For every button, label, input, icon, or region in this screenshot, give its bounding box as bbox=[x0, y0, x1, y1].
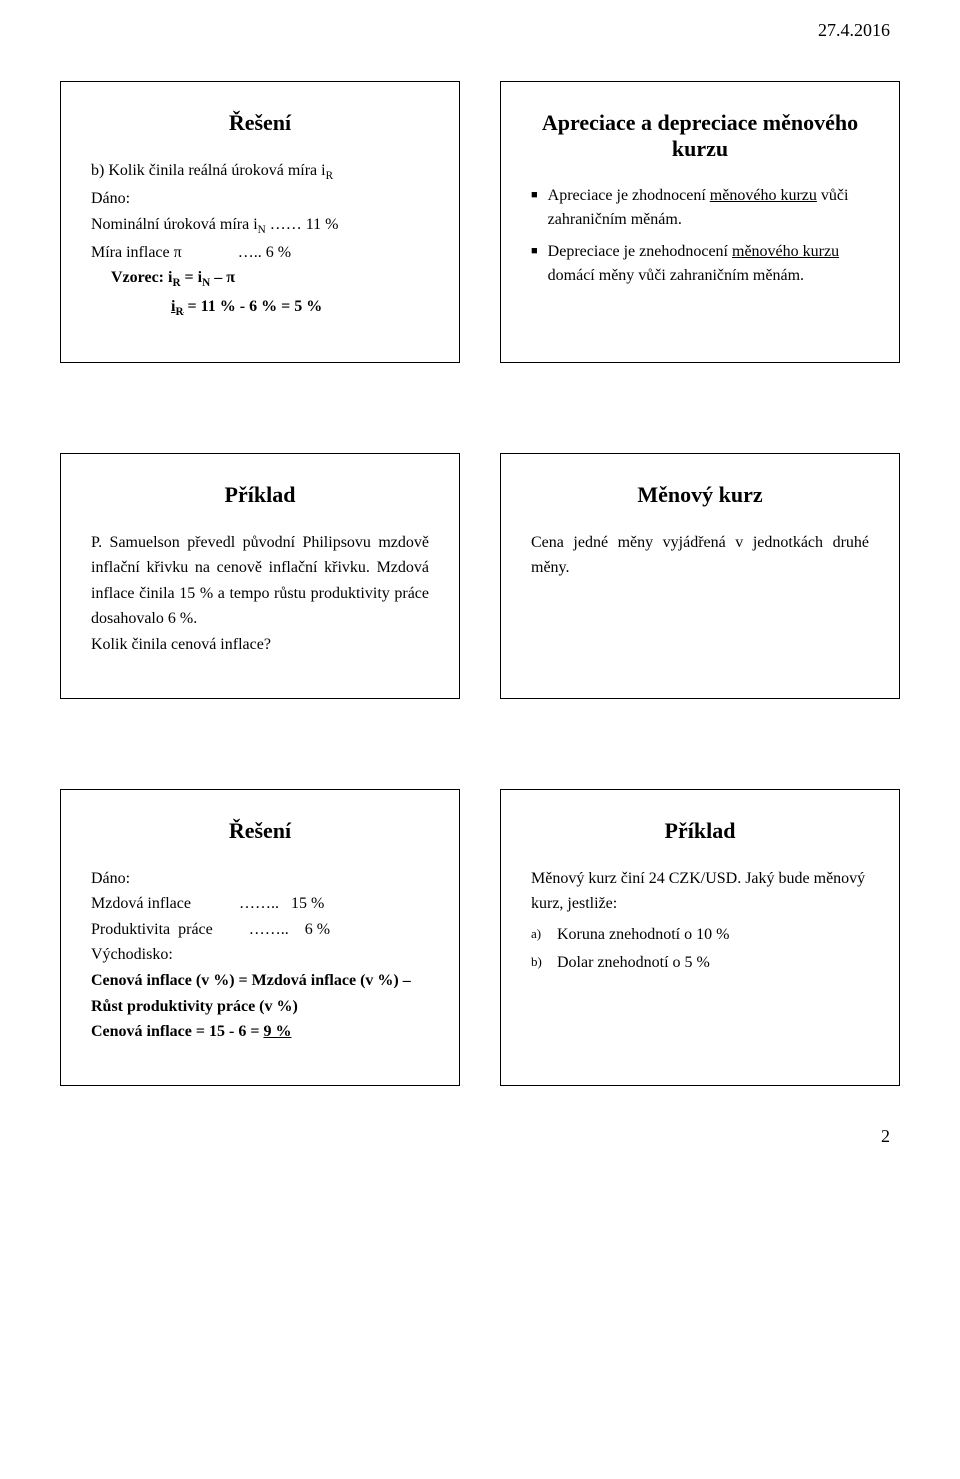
text: Apreciace je zhodnocení měnového kurzu v… bbox=[548, 184, 869, 232]
bullet-item: ■ Apreciace je zhodnocení měnového kurzu… bbox=[531, 184, 869, 232]
text: měnového kurzu bbox=[732, 243, 839, 260]
list-item: b) Dolar znehodnotí o 5 % bbox=[531, 951, 869, 975]
text: Depreciace je znehodnocení bbox=[548, 243, 732, 260]
text: Apreciace je zhodnocení bbox=[548, 187, 710, 204]
sub: R bbox=[326, 170, 333, 182]
box-title: Příklad bbox=[531, 818, 869, 844]
text-line: Nominální úroková míra iN …… 11 % bbox=[91, 212, 429, 240]
text: – π bbox=[210, 269, 235, 286]
bullet-icon: ■ bbox=[531, 189, 538, 201]
list-letter: b) bbox=[531, 954, 545, 970]
box-reseni-1: Řešení b) Kolik činila reálná úroková mí… bbox=[60, 81, 460, 363]
text-line: Míra inflace π ….. 6 % bbox=[91, 240, 429, 266]
box-title: Řešení bbox=[91, 818, 429, 844]
bullet-icon: ■ bbox=[531, 245, 538, 257]
sub: R bbox=[175, 306, 183, 318]
text: měnového kurzu bbox=[710, 187, 817, 204]
text: 9 % bbox=[263, 1023, 291, 1040]
text-line: Cenová inflace = 15 - 6 = 9 % bbox=[91, 1019, 429, 1045]
text-line: b) Kolik činila reálná úroková míra iR bbox=[91, 158, 429, 186]
text: Cenová inflace = 15 - 6 = bbox=[91, 1023, 263, 1040]
sub: R bbox=[172, 278, 180, 290]
text-line: Cenová inflace (v %) = Mzdová inflace (v… bbox=[91, 968, 429, 1019]
text: domácí měny vůči zahraničním měnám. bbox=[548, 267, 804, 284]
text-line: iR = 11 % - 6 % = 5 % bbox=[91, 294, 429, 322]
header-date: 27.4.2016 bbox=[60, 20, 900, 41]
text-line: Produktivita práce …….. 6 % bbox=[91, 917, 429, 943]
text: Depreciace je znehodnocení měnového kurz… bbox=[548, 240, 869, 288]
text-line: Dáno: bbox=[91, 186, 429, 212]
text: …… 11 % bbox=[266, 216, 339, 233]
text-line: Cena jedné měny vyjádřená v jednotkách d… bbox=[531, 530, 869, 581]
text-line: Mzdová inflace …….. 15 % bbox=[91, 891, 429, 917]
box-title: Řešení bbox=[91, 110, 429, 136]
list-letter: a) bbox=[531, 926, 545, 942]
footer-page: 2 bbox=[60, 1126, 900, 1147]
text: Koruna znehodnotí o 10 % bbox=[557, 923, 869, 947]
sub: N bbox=[202, 278, 210, 290]
text: b) Kolik činila reálná úroková míra bbox=[91, 162, 321, 179]
text-line: Vzorec: iR = iN – π bbox=[91, 265, 429, 293]
text-line: P. Samuelson převedl původní Philipsovu … bbox=[91, 530, 429, 632]
box-title: Příklad bbox=[91, 482, 429, 508]
box-priklad-2: Příklad Měnový kurz činí 24 CZK/USD. Jak… bbox=[500, 789, 900, 1086]
text: Nominální úroková míra i bbox=[91, 216, 258, 233]
box-apreciace: Apreciace a depreciace měnového kurzu ■ … bbox=[500, 81, 900, 363]
row-1: Řešení b) Kolik činila reálná úroková mí… bbox=[60, 81, 900, 363]
list-item: a) Koruna znehodnotí o 10 % bbox=[531, 923, 869, 947]
text-line: Východisko: bbox=[91, 942, 429, 968]
box-menovy-kurz: Měnový kurz Cena jedné měny vyjádřená v … bbox=[500, 453, 900, 699]
row-2: Příklad P. Samuelson převedl původní Phi… bbox=[60, 453, 900, 699]
text: = i bbox=[181, 269, 203, 286]
box-reseni-2: Řešení Dáno: Mzdová inflace …….. 15 % Pr… bbox=[60, 789, 460, 1086]
text-line: Kolik činila cenová inflace? bbox=[91, 632, 429, 658]
sub: N bbox=[258, 224, 266, 236]
row-3: Řešení Dáno: Mzdová inflace …….. 15 % Pr… bbox=[60, 789, 900, 1086]
box-title: Apreciace a depreciace měnového kurzu bbox=[531, 110, 869, 162]
text: = 11 % - 6 % = 5 % bbox=[184, 298, 323, 315]
box-title: Měnový kurz bbox=[531, 482, 869, 508]
bullet-item: ■ Depreciace je znehodnocení měnového ku… bbox=[531, 240, 869, 288]
box-priklad-1: Příklad P. Samuelson převedl původní Phi… bbox=[60, 453, 460, 699]
text: Dolar znehodnotí o 5 % bbox=[557, 951, 869, 975]
text-line: Dáno: bbox=[91, 866, 429, 892]
text-line: Měnový kurz činí 24 CZK/USD. Jaký bude m… bbox=[531, 866, 869, 917]
text: Vzorec: i bbox=[111, 269, 172, 286]
